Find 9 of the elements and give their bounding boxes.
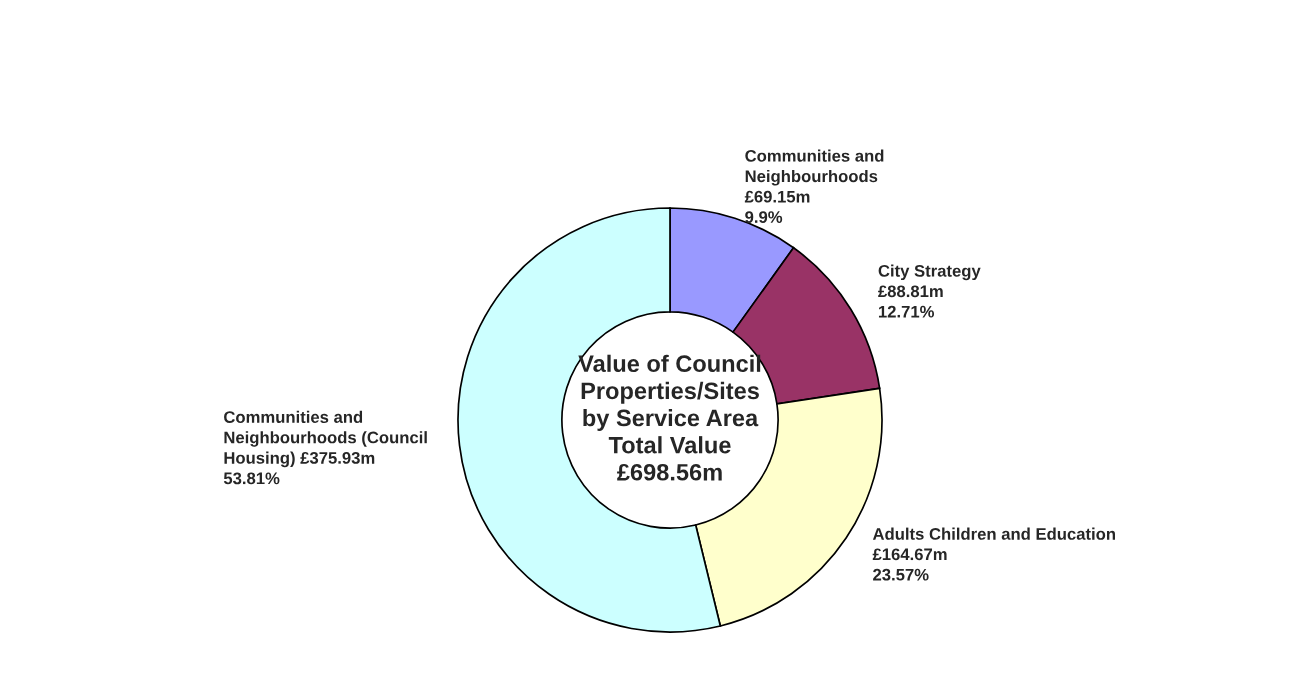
data-label: £69.15m 9.9% bbox=[744, 190, 810, 223]
slice-label: Adults Children and Education bbox=[872, 527, 1115, 540]
slice-label: Communities and Neighbourhoods bbox=[745, 149, 884, 186]
text: Value of Council Properties/Sites by Service Area bbox=[578, 354, 761, 431]
data-label: £164.67m 23.57% bbox=[872, 548, 947, 581]
data-label: £88.81m 12.71% bbox=[878, 285, 943, 318]
text: Total Value £698.56m bbox=[608, 436, 731, 481]
slice-label: City Strategy bbox=[878, 264, 981, 281]
slice-label: Communities and Neighbourhoods (Council Housing) £375.93m 53.81% bbox=[223, 410, 427, 485]
